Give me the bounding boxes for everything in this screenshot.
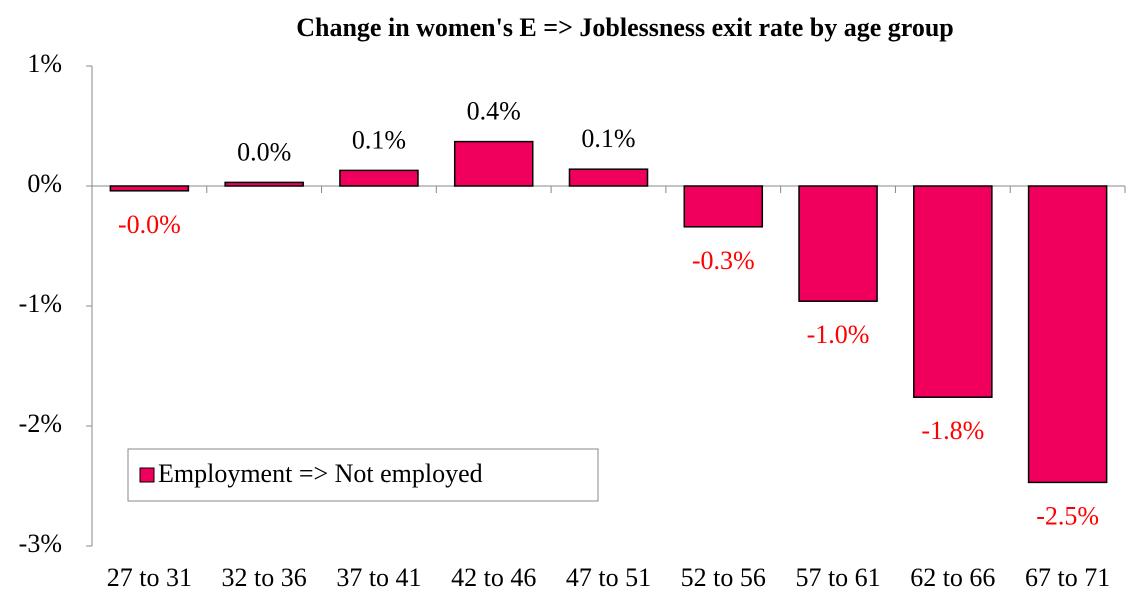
bar	[109, 185, 190, 192]
x-tick-label: 47 to 51	[566, 563, 651, 592]
bar	[798, 185, 878, 302]
legend-swatch	[139, 467, 155, 483]
y-tick-label: -2%	[19, 409, 62, 438]
x-tick-label: 67 to 71	[1025, 563, 1110, 592]
value-label: 0.1%	[581, 124, 635, 153]
chart-title: Change in women's E => Joblessness exit …	[296, 13, 954, 42]
x-tick-label: 27 to 31	[107, 563, 192, 592]
value-label: -2.5%	[1036, 501, 1099, 530]
value-label: -0.3%	[692, 246, 755, 275]
y-tick-label: -1%	[19, 289, 62, 318]
bar	[453, 140, 534, 187]
bar	[224, 181, 304, 187]
x-tick-label: 32 to 36	[222, 563, 307, 592]
x-tick-label: 52 to 56	[681, 563, 766, 592]
x-tick-label: 42 to 46	[451, 563, 536, 592]
bar	[913, 185, 993, 398]
legend-box	[127, 448, 599, 502]
legend-label: Employment => Not employed	[158, 459, 483, 488]
y-tick-label: 0%	[27, 169, 62, 198]
value-label: -1.0%	[807, 320, 870, 349]
bar	[1027, 185, 1108, 484]
value-label: -0.0%	[118, 210, 181, 239]
x-tick-label: 62 to 66	[910, 563, 995, 592]
value-label: 0.1%	[352, 125, 406, 154]
bar	[339, 169, 419, 187]
x-tick-label: 37 to 41	[336, 563, 421, 592]
y-tick-label: 1%	[27, 49, 62, 78]
value-label: 0.4%	[467, 97, 521, 126]
value-label: 0.0%	[237, 137, 291, 166]
bar	[683, 185, 764, 228]
value-label: -1.8%	[921, 416, 984, 445]
y-tick-label: -3%	[19, 529, 62, 558]
bar	[568, 168, 649, 187]
x-tick-label: 57 to 61	[795, 563, 880, 592]
